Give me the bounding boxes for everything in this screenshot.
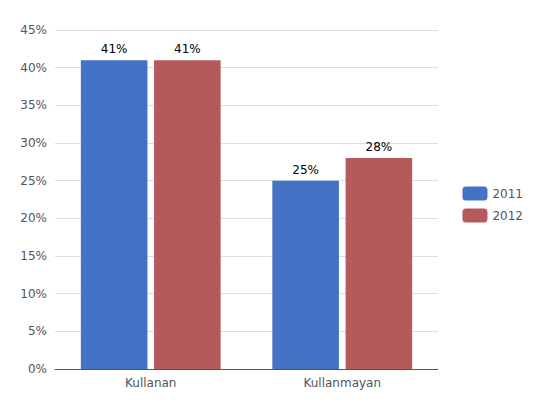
svg-text:5%: 5% (28, 324, 47, 338)
svg-text:15%: 15% (20, 249, 47, 263)
svg-text:40%: 40% (20, 61, 47, 75)
svg-text:Kullanan: Kullanan (125, 376, 176, 390)
svg-text:25%: 25% (20, 174, 47, 188)
svg-text:45%: 45% (20, 23, 47, 37)
svg-text:30%: 30% (20, 136, 47, 150)
svg-text:Kullanmayan: Kullanmayan (303, 376, 381, 390)
svg-text:10%: 10% (20, 287, 47, 301)
svg-text:0%: 0% (28, 362, 47, 376)
svg-text:28%: 28% (366, 140, 393, 154)
svg-text:35%: 35% (20, 98, 47, 112)
svg-text:41%: 41% (101, 42, 128, 56)
svg-text:2011: 2011 (492, 187, 523, 201)
svg-text:20%: 20% (20, 211, 47, 225)
svg-text:41%: 41% (174, 42, 201, 56)
svg-text:2012: 2012 (492, 209, 523, 223)
svg-text:25%: 25% (292, 163, 319, 177)
